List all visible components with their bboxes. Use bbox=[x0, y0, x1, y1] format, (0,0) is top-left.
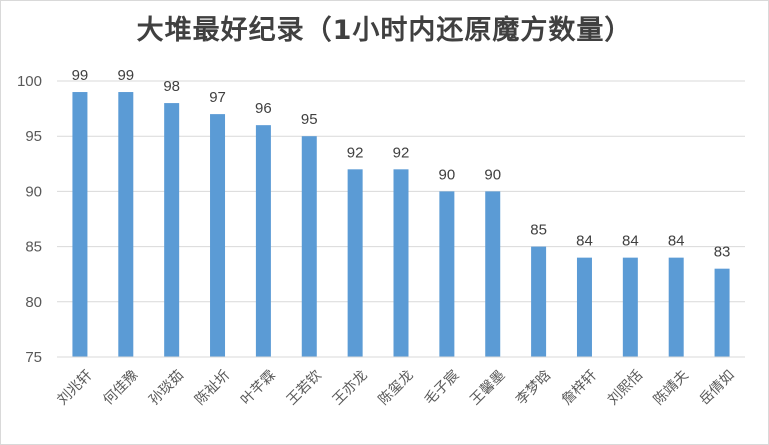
bars bbox=[72, 92, 730, 358]
bar bbox=[622, 257, 638, 357]
y-tick-label: 95 bbox=[25, 128, 42, 145]
bar bbox=[439, 191, 455, 357]
data-label: 84 bbox=[576, 233, 593, 250]
data-label: 90 bbox=[439, 166, 456, 183]
bar bbox=[72, 92, 88, 357]
x-category-label: 陈靖夫 bbox=[650, 367, 692, 409]
x-category-label: 毛子宸 bbox=[421, 367, 463, 409]
x-axis: 刘兆轩 何佳豫 孙琰茹 陈祉圻 叶芊霖 王若钦 王亦龙 陈玺龙 毛子宸 王馨墨 李梦晗 詹梓轩 刘熙恬陈… bbox=[55, 356, 745, 409]
y-tick-label: 100 bbox=[17, 73, 42, 90]
bar bbox=[301, 136, 317, 357]
x-category-label: 李梦晗 bbox=[512, 367, 554, 409]
data-label: 99 bbox=[72, 67, 89, 84]
x-category-label: 詹梓轩 bbox=[559, 367, 600, 408]
data-label: 98 bbox=[163, 78, 180, 95]
y-tick-label: 85 bbox=[25, 239, 42, 256]
x-category-label: 陈玺龙 bbox=[375, 367, 417, 409]
bar bbox=[714, 268, 730, 357]
y-axis: 75 80 85 90 95 100 bbox=[17, 73, 42, 366]
data-label: 92 bbox=[393, 144, 410, 161]
data-label: 90 bbox=[484, 166, 501, 183]
bar bbox=[668, 257, 684, 357]
data-label: 92 bbox=[347, 144, 364, 161]
y-tick-label: 75 bbox=[25, 349, 42, 366]
x-category-label: 岳倩如 bbox=[697, 367, 738, 408]
data-label: 99 bbox=[117, 67, 134, 84]
data-label: 95 bbox=[301, 111, 318, 128]
x-category-label: 何佳豫 bbox=[100, 367, 141, 408]
bar bbox=[485, 191, 501, 357]
bar bbox=[576, 257, 592, 357]
data-label: 84 bbox=[622, 233, 639, 250]
data-label: 96 bbox=[255, 100, 272, 117]
bar bbox=[393, 169, 409, 357]
bar bbox=[255, 125, 271, 357]
x-category-label: 叶芊霖 bbox=[238, 367, 279, 408]
bar bbox=[118, 92, 134, 357]
y-tick-label: 80 bbox=[25, 294, 42, 311]
x-category-label: 刘兆轩 bbox=[55, 367, 96, 408]
data-labels: 99 99 98 97 96 95 92 92 90 90 85 84 84 84 83 bbox=[72, 67, 731, 261]
x-category-label: 陈祉圻 bbox=[191, 367, 233, 409]
x-category-label: 王若钦 bbox=[284, 367, 325, 408]
data-label: 97 bbox=[209, 89, 226, 106]
x-category-label: 孙琰茹 bbox=[146, 367, 188, 409]
data-label: 83 bbox=[714, 244, 731, 261]
x-category-label: 刘熙恬 bbox=[605, 367, 646, 408]
x-category-label: 王亦龙 bbox=[330, 367, 371, 408]
chart-title: 大堆最好纪录（1小时内还原魔方数量） bbox=[136, 15, 633, 46]
data-label: 85 bbox=[530, 222, 547, 239]
data-label: 84 bbox=[668, 233, 685, 250]
bar bbox=[210, 114, 226, 358]
x-category-label: 王馨墨 bbox=[467, 367, 508, 408]
y-tick-label: 90 bbox=[25, 183, 42, 200]
bar bbox=[531, 246, 547, 357]
bar bbox=[164, 103, 180, 357]
bar bbox=[347, 169, 363, 357]
